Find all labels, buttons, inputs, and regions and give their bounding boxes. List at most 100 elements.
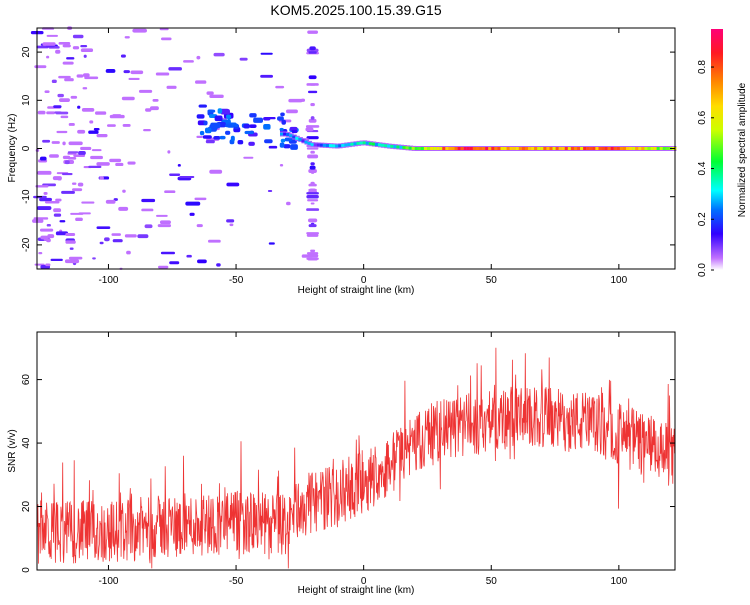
noise-blob bbox=[96, 226, 111, 229]
noise-blob bbox=[306, 136, 319, 140]
noise-blob bbox=[57, 93, 64, 98]
noise-blob bbox=[53, 208, 62, 213]
ridge-cell bbox=[332, 144, 337, 148]
ridge-cell bbox=[469, 147, 475, 150]
noise-blob bbox=[64, 160, 70, 165]
noise-blob bbox=[308, 218, 318, 223]
noise-blob bbox=[55, 49, 61, 54]
noise-blob bbox=[309, 165, 316, 170]
ridge-cell bbox=[638, 147, 643, 150]
ridge-cell bbox=[466, 147, 472, 150]
ridge-cell bbox=[365, 141, 371, 145]
signal-cluster bbox=[283, 144, 291, 149]
noise-blob bbox=[141, 198, 156, 203]
noise-blob bbox=[144, 224, 153, 229]
x-tick-label: 50 bbox=[486, 275, 498, 286]
ridge-cell bbox=[589, 147, 594, 150]
noise-blob bbox=[88, 165, 102, 168]
ridge-cell bbox=[442, 147, 447, 150]
ridge-cell bbox=[604, 147, 610, 150]
ridge-cell bbox=[341, 143, 346, 147]
ridge-cell bbox=[515, 147, 521, 150]
noise-blob bbox=[90, 155, 103, 160]
noise-blob bbox=[179, 175, 195, 178]
noise-blob bbox=[307, 30, 319, 34]
noise-blob bbox=[243, 156, 254, 159]
ridge-cell bbox=[580, 147, 585, 150]
noise-blob bbox=[138, 89, 153, 93]
y-tick-label: 0 bbox=[21, 145, 32, 151]
noise-blob bbox=[32, 219, 44, 223]
ridge-cell bbox=[430, 147, 435, 150]
y-tick-label: -20 bbox=[21, 237, 32, 252]
noise-blob bbox=[104, 237, 110, 242]
signal-cluster bbox=[207, 109, 216, 113]
noise-blob bbox=[39, 228, 54, 232]
noise-blob bbox=[66, 57, 75, 60]
noise-blob bbox=[58, 42, 71, 45]
noise-blob bbox=[45, 263, 51, 267]
signal-cluster bbox=[284, 137, 293, 142]
signal-cluster bbox=[219, 135, 226, 140]
noise-blob bbox=[306, 83, 319, 86]
ridge-cell bbox=[485, 147, 490, 150]
ridge-cell bbox=[622, 147, 628, 150]
noise-blob bbox=[92, 257, 96, 260]
noise-blob bbox=[196, 55, 201, 60]
ridge-cell bbox=[356, 141, 362, 145]
ridge-cell bbox=[650, 147, 656, 150]
ridge-cell bbox=[558, 147, 564, 150]
ridge-cell bbox=[335, 144, 340, 148]
ridge-cell bbox=[607, 147, 613, 150]
ridge-cell bbox=[295, 136, 300, 140]
ridge-cell bbox=[304, 140, 309, 144]
noise-blob bbox=[161, 37, 172, 41]
ridge-cell bbox=[598, 147, 603, 150]
signal-cluster bbox=[280, 138, 286, 143]
noise-blob bbox=[130, 70, 144, 75]
noise-blob bbox=[58, 98, 70, 102]
y-tick-label: 0 bbox=[21, 567, 32, 573]
noise-blob bbox=[55, 111, 69, 115]
noise-blob bbox=[99, 176, 104, 180]
noise-blob bbox=[267, 190, 273, 193]
x-tick-label: 100 bbox=[611, 576, 628, 587]
snr-x-axis-label: Height of straight line (km) bbox=[298, 585, 415, 596]
ridge-cell bbox=[298, 138, 303, 142]
noise-blob bbox=[88, 130, 99, 134]
ridge-cell bbox=[534, 147, 539, 150]
noise-blob bbox=[84, 76, 99, 80]
noise-blob bbox=[75, 217, 83, 222]
noise-blob bbox=[70, 212, 84, 215]
noise-blob bbox=[260, 52, 273, 55]
ridge-cell bbox=[540, 147, 545, 150]
noise-blob bbox=[39, 156, 47, 161]
noise-blob bbox=[209, 94, 224, 99]
snr-x-ticks: -100 -50 0 50 100 bbox=[98, 332, 628, 587]
noise-blob bbox=[64, 78, 74, 82]
noise-blob bbox=[206, 91, 214, 95]
noise-blob bbox=[69, 247, 74, 250]
noise-blob bbox=[124, 234, 137, 238]
noise-blob bbox=[50, 258, 63, 261]
ridge-cell bbox=[460, 147, 466, 150]
noise-blob bbox=[44, 201, 60, 204]
noise-blob bbox=[42, 139, 51, 143]
noise-blob bbox=[149, 106, 159, 111]
noise-blob bbox=[310, 249, 316, 252]
y-tick-label: 40 bbox=[21, 437, 32, 449]
ridge-cell bbox=[371, 142, 377, 146]
noise-blob bbox=[308, 183, 317, 187]
y-tick-label: 20 bbox=[21, 501, 32, 513]
noise-blob bbox=[78, 151, 86, 155]
ridge-cell bbox=[644, 147, 649, 150]
noise-blob bbox=[285, 109, 298, 114]
noise-blob bbox=[37, 170, 52, 175]
ridge-cell bbox=[350, 142, 355, 146]
noise-blob bbox=[80, 48, 94, 53]
noise-blob bbox=[105, 69, 116, 73]
x-tick-label: -50 bbox=[229, 576, 244, 587]
noise-blob bbox=[68, 256, 83, 260]
spectrogram-cells bbox=[30, 26, 677, 270]
noise-blob bbox=[35, 185, 49, 188]
